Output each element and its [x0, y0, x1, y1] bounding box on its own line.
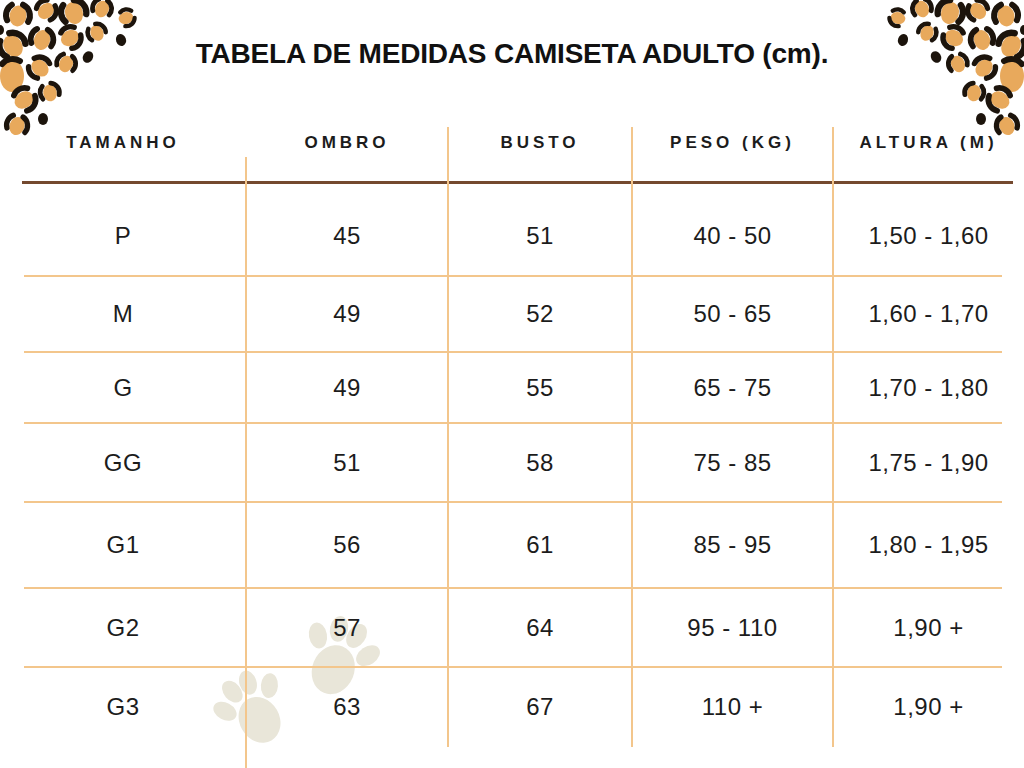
table-row: P 45 51 40 - 50 1,50 - 1,60	[0, 182, 1024, 276]
table-row: G1 56 61 85 - 95 1,80 - 1,95	[0, 502, 1024, 588]
size-table: P 45 51 40 - 50 1,50 - 1,60 M 49 52 50 -…	[0, 182, 1024, 747]
table-cell: GG	[0, 423, 246, 502]
table-cell: 45	[246, 182, 448, 276]
table-row: G 49 55 65 - 75 1,70 - 1,80	[0, 352, 1024, 423]
table-cell: 1,90 +	[833, 588, 1024, 667]
table-row: G2 57 64 95 - 110 1,90 +	[0, 588, 1024, 667]
table-cell: P	[0, 182, 246, 276]
table-cell: 61	[448, 502, 632, 588]
table-cell: 1,75 - 1,90	[833, 423, 1024, 502]
table-cell: 64	[448, 588, 632, 667]
table-row: M 49 52 50 - 65 1,60 - 1,70	[0, 276, 1024, 352]
table-cell: 1,80 - 1,95	[833, 502, 1024, 588]
table-cell: 1,70 - 1,80	[833, 352, 1024, 423]
table-cell: 49	[246, 276, 448, 352]
table-cell: 67	[448, 667, 632, 747]
table-cell: 52	[448, 276, 632, 352]
table-cell: 1,50 - 1,60	[833, 182, 1024, 276]
column-header-peso: PESO (KG)	[632, 115, 833, 171]
table-header-row: TAMANHO OMBRO BUSTO PESO (KG) ALTURA (M)	[0, 115, 1024, 171]
table-row: G3 63 67 110 + 1,90 +	[0, 667, 1024, 747]
table-cell: G2	[0, 588, 246, 667]
table-cell: G	[0, 352, 246, 423]
table-cell: 95 - 110	[632, 588, 833, 667]
table-cell: 49	[246, 352, 448, 423]
table-cell: G3	[0, 667, 246, 747]
table-cell: 65 - 75	[632, 352, 833, 423]
table-cell: 110 +	[632, 667, 833, 747]
table-cell: 1,90 +	[833, 667, 1024, 747]
table-cell: 85 - 95	[632, 502, 833, 588]
table-cell: 55	[448, 352, 632, 423]
table-cell: 56	[246, 502, 448, 588]
page-title: TABELA DE MEDIDAS CAMISETA ADULTO (cm).	[0, 38, 1024, 70]
table-cell: 75 - 85	[632, 423, 833, 502]
table-cell: 40 - 50	[632, 182, 833, 276]
column-header-tamanho: TAMANHO	[0, 115, 246, 171]
column-header-busto: BUSTO	[448, 115, 632, 171]
table-cell: M	[0, 276, 246, 352]
column-header-ombro: OMBRO	[246, 115, 448, 171]
table-row: GG 51 58 75 - 85 1,75 - 1,90	[0, 423, 1024, 502]
table-cell: 63	[246, 667, 448, 747]
table-cell: 57	[246, 588, 448, 667]
column-header-altura: ALTURA (M)	[833, 115, 1024, 171]
table-cell: 51	[448, 182, 632, 276]
table-cell: G1	[0, 502, 246, 588]
table-cell: 58	[448, 423, 632, 502]
table-cell: 1,60 - 1,70	[833, 276, 1024, 352]
table-cell: 50 - 65	[632, 276, 833, 352]
table-cell: 51	[246, 423, 448, 502]
